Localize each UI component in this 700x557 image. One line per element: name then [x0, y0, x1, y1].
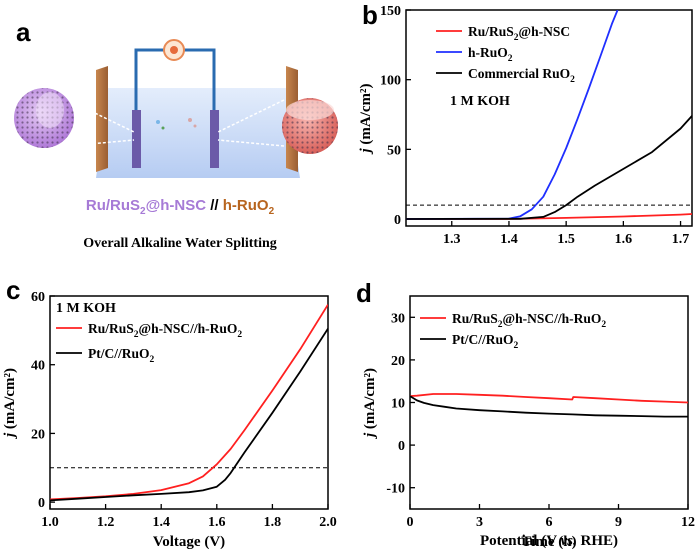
y-tick-label: 0 — [398, 439, 405, 454]
x-axis-label: Voltage (V) — [153, 534, 225, 550]
y-axis-label: j (mA/cm²) — [2, 368, 18, 439]
legend-label: Ru/RuS2@h-NSC//h-RuO2 — [452, 311, 606, 330]
wire-left — [134, 48, 164, 110]
y-tick-label: 10 — [391, 397, 405, 412]
legend-label: Pt/C//RuO2 — [88, 346, 155, 365]
x-tick-label: 1.4 — [500, 232, 518, 247]
plot-frame-c — [49, 295, 329, 510]
left-plate — [96, 66, 108, 172]
chart-d-stability: 0 3 6 9 12 -10 0 10 20 30 Time (h) j (mA/cm²) Ru/RuS… — [362, 295, 695, 550]
x-tick-label: 6 — [546, 515, 553, 530]
x-tick-label: 1.5 — [557, 232, 575, 247]
water-tank — [96, 88, 300, 178]
bubble-icon — [156, 120, 160, 124]
x-tick-label: 1.6 — [615, 232, 633, 247]
panel-letter-d: d — [356, 278, 372, 308]
x-axis-label: Potential (V vs. RHE) — [480, 533, 618, 549]
separator: // — [206, 197, 223, 214]
y-tick-label: 40 — [31, 359, 45, 374]
x-tick-label: 1.7 — [672, 232, 690, 247]
x-tick-label: 1.8 — [264, 515, 282, 530]
series-line — [410, 393, 688, 404]
bubble-icon — [161, 126, 165, 130]
legend-label: Ru/RuS2@h-NSC — [468, 24, 570, 43]
electrolyte-annotation: 1 M KOH — [450, 94, 510, 109]
electrode-pair-label: Ru/RuS2@h-NSC // h-RuO2 — [86, 197, 275, 217]
x-tick-label: 1.6 — [208, 515, 226, 530]
y-tick-label: 50 — [387, 143, 401, 158]
plot-frame-b — [405, 9, 693, 227]
x-tick-label: 1.3 — [443, 232, 461, 247]
legend-label: Pt/C//RuO2 — [452, 332, 519, 351]
legend-label: Commercial RuO2 — [468, 66, 575, 85]
panel-letter-a: a — [16, 17, 31, 47]
series-line — [410, 395, 688, 418]
x-tick-label: 1.0 — [41, 515, 59, 530]
anode-label: Ru/RuS — [86, 197, 140, 214]
x-axis-label: Time (h) — [521, 534, 576, 550]
anode-electrode — [132, 110, 141, 168]
x-tick-label: 9 — [615, 515, 622, 530]
y-tick-label: 30 — [391, 311, 405, 326]
power-source-core — [170, 46, 178, 54]
zoom-line — [217, 139, 285, 147]
y-tick-label: 20 — [391, 354, 405, 369]
bubble-icon — [193, 124, 197, 128]
wire-right — [184, 48, 216, 110]
y-tick-label: -10 — [386, 482, 405, 497]
schematic-caption: Overall Alkaline Water Splitting — [83, 236, 277, 251]
legend-label: Ru/RuS2@h-NSC//h-RuO2 — [88, 321, 242, 340]
anode-label-sub: 2 — [140, 206, 146, 217]
panel-letter-c: c — [6, 275, 20, 305]
series-line — [406, 115, 692, 220]
legend-label: h-RuO2 — [468, 45, 513, 64]
y-tick-label: 60 — [31, 290, 45, 305]
series-line — [406, 10, 619, 220]
cathode-electrode — [210, 110, 219, 168]
y-axis-label: j (mA/cm²) — [362, 368, 378, 439]
bubble-icon — [188, 118, 192, 122]
hollow-sphere-red-opening — [286, 100, 334, 120]
x-tick-label: 0 — [407, 515, 414, 530]
y-tick-label: 20 — [31, 427, 45, 442]
cathode-label: h-RuO — [223, 197, 269, 214]
panel-letter-b: b — [362, 0, 378, 30]
y-tick-label: 150 — [380, 4, 401, 19]
chart-c-overall-lsv: 1.0 1.2 1.4 1.6 1.8 2.0 0 20 40 60 Voltage (V) j (m… — [2, 290, 337, 550]
y-axis-label: j (mA/cm²) — [358, 83, 374, 154]
x-tick-label: 3 — [476, 515, 483, 530]
x-tick-label: 12 — [681, 515, 695, 530]
plot-frame-d — [409, 295, 689, 510]
x-tick-label: 1.2 — [97, 515, 115, 530]
cathode-label-sub: 2 — [269, 206, 275, 217]
zoom-line — [67, 99, 135, 133]
x-tick-label: 1.4 — [152, 515, 170, 530]
zoom-line — [217, 99, 285, 133]
y-tick-label: 0 — [394, 213, 401, 228]
x-tick-label: 2.0 — [319, 515, 337, 530]
y-tick-label: 100 — [380, 74, 401, 89]
hollow-sphere-purple-opening — [36, 92, 64, 128]
electrolyzer-schematic — [14, 39, 338, 178]
electrolyte-annotation: 1 M KOH — [56, 301, 116, 316]
anode-label-tail: @h-NSC — [146, 197, 207, 214]
series-line — [50, 328, 328, 502]
zoom-line — [67, 139, 135, 147]
y-tick-label: 0 — [38, 496, 45, 511]
